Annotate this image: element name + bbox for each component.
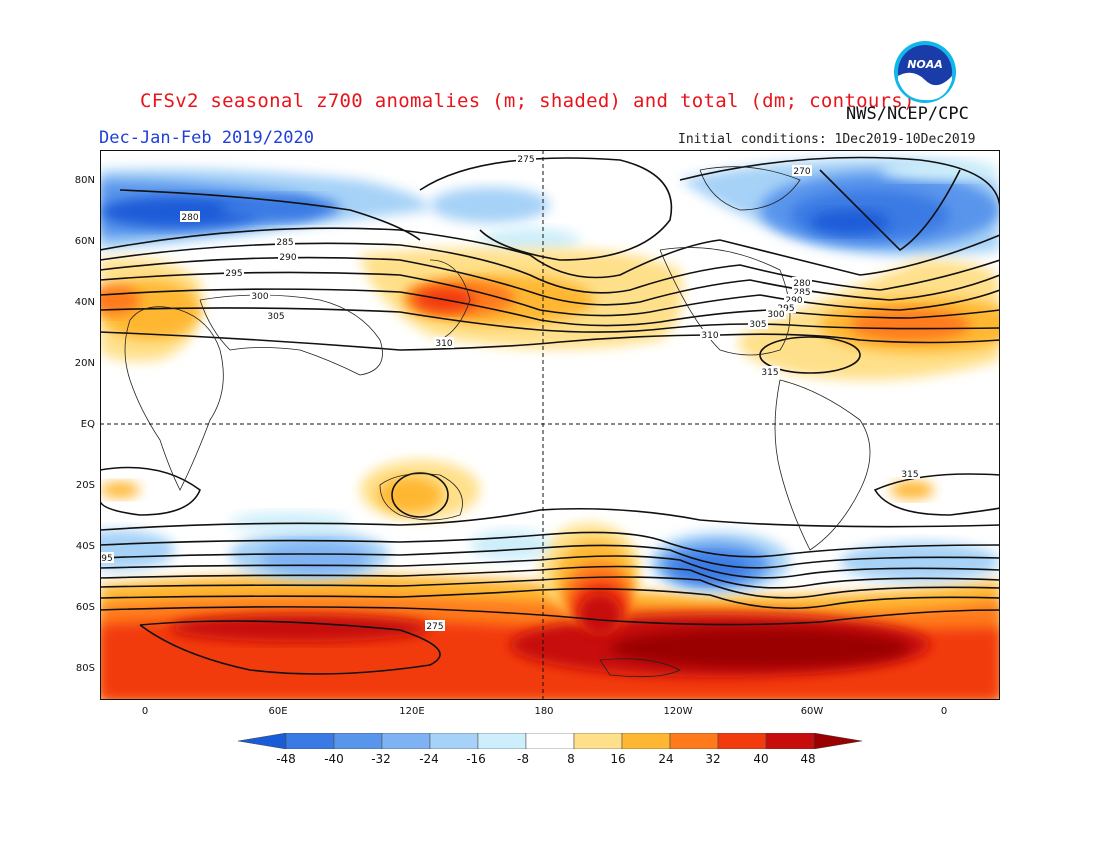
lon-label: 0 bbox=[940, 706, 948, 717]
contour-label: 285 bbox=[275, 236, 295, 248]
contour-label: 280 bbox=[180, 211, 200, 223]
colorbar-cell bbox=[765, 733, 815, 749]
anomaly-map: 275 270 280 285 290 295 300 305 310 315 … bbox=[100, 150, 1000, 700]
anomaly-shading bbox=[100, 150, 1000, 700]
svg-text:275: 275 bbox=[517, 155, 534, 165]
svg-text:275: 275 bbox=[426, 622, 443, 632]
lon-label: 60W bbox=[800, 706, 824, 717]
colorbar-label: 48 bbox=[800, 752, 816, 766]
colorbar-label: -24 bbox=[419, 752, 439, 766]
colorbar-cell bbox=[429, 733, 479, 749]
contour-labels: 275 270 280 285 290 295 300 305 310 315 … bbox=[100, 153, 920, 632]
coastlines bbox=[124, 166, 871, 678]
lat-label: 80S bbox=[75, 663, 95, 674]
initial-conditions-label: Initial conditions: 1Dec2019-10Dec2019 bbox=[678, 132, 976, 147]
contour-label: 315 bbox=[900, 468, 920, 480]
lat-label: 20N bbox=[74, 358, 95, 369]
contour-label: 285 bbox=[792, 286, 812, 298]
agency-label: NWS/NCEP/CPC bbox=[846, 104, 969, 124]
colorbar-cell bbox=[285, 733, 335, 749]
lat-label: 80N bbox=[74, 175, 95, 186]
contour-label: 300 bbox=[766, 308, 786, 320]
svg-text:290: 290 bbox=[785, 296, 802, 306]
contour-label: 300 bbox=[250, 290, 270, 302]
svg-text:295: 295 bbox=[225, 269, 242, 279]
svg-text:280: 280 bbox=[793, 279, 810, 289]
colorbar-label: 16 bbox=[610, 752, 626, 766]
noaa-logo-text: NOAA bbox=[907, 58, 943, 71]
lat-label: EQ bbox=[80, 419, 95, 430]
lon-label: 180 bbox=[534, 706, 554, 717]
colorbar-cell bbox=[717, 733, 767, 749]
contour-label: 295 bbox=[224, 267, 244, 279]
svg-text:310: 310 bbox=[701, 331, 718, 341]
colorbar-cell bbox=[813, 733, 862, 749]
contour-label: 290 bbox=[278, 251, 298, 263]
colorbar-label: 24 bbox=[658, 752, 674, 766]
colorbar-label: -16 bbox=[466, 752, 486, 766]
colorbar-label: -8 bbox=[517, 752, 529, 766]
lon-label: 120W bbox=[663, 706, 693, 717]
contour-label: 305 bbox=[266, 310, 286, 322]
lat-label: 20S bbox=[75, 480, 95, 491]
colorbar-label: -40 bbox=[324, 752, 344, 766]
svg-text:300: 300 bbox=[767, 310, 784, 320]
map-title: CFSv2 seasonal z700 anomalies (m; shaded… bbox=[140, 90, 915, 112]
contour-label: 95 bbox=[100, 552, 114, 564]
contour-label: 290 bbox=[784, 294, 804, 306]
svg-text:285: 285 bbox=[276, 238, 293, 248]
map-border bbox=[100, 150, 1000, 700]
colorbar-label: -48 bbox=[276, 752, 296, 766]
contour-label: 315 bbox=[760, 366, 780, 378]
svg-text:310: 310 bbox=[435, 339, 452, 349]
colorbar-cell bbox=[621, 733, 671, 749]
colorbar-cell bbox=[573, 733, 623, 749]
colorbar-label: 8 bbox=[567, 752, 575, 766]
contour-label: 275 bbox=[516, 153, 536, 165]
svg-text:95: 95 bbox=[101, 554, 112, 564]
colorbar-cell bbox=[477, 733, 527, 749]
contour-label: 280 bbox=[792, 277, 812, 289]
colorbar-label: 40 bbox=[753, 752, 769, 766]
reference-lines bbox=[100, 150, 1000, 700]
contour-label: 310 bbox=[700, 329, 720, 341]
lon-label: 0 bbox=[141, 706, 149, 717]
lat-label: 60N bbox=[74, 236, 95, 247]
lon-label: 120E bbox=[399, 706, 425, 717]
svg-text:270: 270 bbox=[793, 167, 810, 177]
lat-label: 40S bbox=[75, 541, 95, 552]
lon-label: 60E bbox=[268, 706, 288, 717]
season-label: Dec-Jan-Feb 2019/2020 bbox=[99, 128, 314, 148]
noaa-logo: NOAA bbox=[894, 41, 956, 103]
svg-text:315: 315 bbox=[761, 368, 778, 378]
svg-text:300: 300 bbox=[251, 292, 268, 302]
contour-label: 305 bbox=[748, 318, 768, 330]
lat-label: 60S bbox=[75, 602, 95, 613]
colorbar-cell bbox=[238, 733, 287, 749]
contour-label: 275 bbox=[425, 620, 445, 632]
colorbar-cell bbox=[333, 733, 383, 749]
svg-text:280: 280 bbox=[181, 213, 198, 223]
contour-label: 270 bbox=[792, 165, 812, 177]
height-contours bbox=[100, 156, 1000, 675]
svg-text:290: 290 bbox=[279, 253, 296, 263]
colorbar-label: 32 bbox=[705, 752, 721, 766]
colorbar-cell bbox=[669, 733, 719, 749]
colorbar bbox=[238, 733, 862, 749]
colorbar-cell bbox=[525, 733, 575, 749]
lat-label: 40N bbox=[74, 297, 95, 308]
svg-text:315: 315 bbox=[901, 470, 918, 480]
colorbar-cell bbox=[381, 733, 431, 749]
contour-label: 310 bbox=[434, 337, 454, 349]
svg-text:305: 305 bbox=[749, 320, 766, 330]
svg-text:285: 285 bbox=[793, 288, 810, 298]
colorbar-label: -32 bbox=[371, 752, 391, 766]
svg-text:305: 305 bbox=[267, 312, 284, 322]
